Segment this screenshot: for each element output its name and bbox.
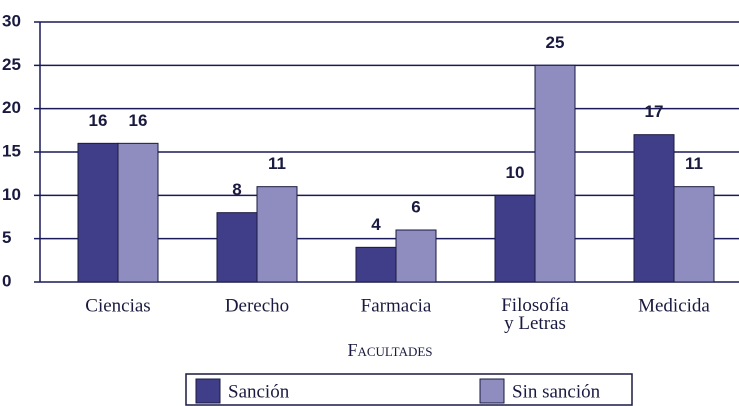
bar (673, 186, 715, 283)
value-label: 10 (506, 163, 525, 182)
y-tick-label: 5 (2, 228, 11, 247)
bar (77, 142, 119, 283)
bar (355, 246, 397, 283)
value-label: 17 (645, 102, 664, 121)
bar (216, 212, 258, 283)
legend-label: Sin sanción (512, 381, 601, 402)
bar (395, 229, 437, 283)
value-label: 11 (268, 154, 286, 173)
y-tick-label: 30 (2, 11, 21, 30)
y-tick-label: 0 (2, 271, 11, 290)
x-axis-title: Facultades (347, 340, 432, 360)
y-tick-label: 25 (2, 55, 21, 74)
legend-label: Sanción (228, 381, 290, 402)
legend-swatch (479, 378, 505, 404)
y-tick-label: 10 (2, 185, 21, 204)
bar (534, 64, 576, 283)
value-label: 16 (89, 111, 108, 130)
legend-box (185, 373, 633, 406)
value-label: 8 (232, 180, 241, 199)
x-tick-label: Derecho (225, 295, 289, 316)
value-label: 11 (685, 154, 703, 173)
value-label: 4 (371, 215, 381, 234)
y-tick-label: 15 (2, 141, 21, 160)
value-label: 16 (129, 111, 148, 130)
x-tick-label: Filosofía y Letras (501, 295, 569, 334)
x-tick-label-line: y Letras (504, 313, 566, 334)
bar (633, 134, 675, 283)
legend-swatch (195, 378, 221, 404)
x-tick-label: Ciencias (85, 295, 150, 316)
value-label: 25 (546, 33, 565, 52)
bar (494, 194, 536, 283)
x-tick-label: Farmacia (361, 295, 432, 316)
x-tick-label: Medicida (638, 295, 710, 316)
x-tick-label-line: Filosofía (501, 295, 569, 316)
bar (256, 186, 298, 283)
bar (117, 142, 159, 283)
value-label: 6 (411, 197, 420, 216)
y-tick-label: 20 (2, 98, 21, 117)
